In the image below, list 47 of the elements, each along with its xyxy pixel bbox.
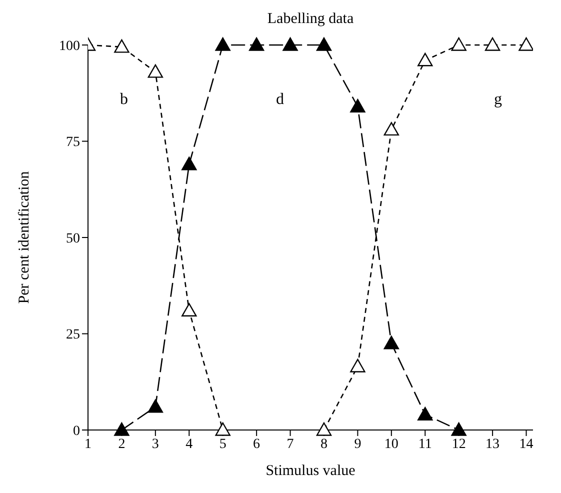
y-tick-label: 0 [73, 424, 80, 439]
y-tick-label: 50 [66, 231, 80, 246]
x-tick-label: 11 [418, 436, 432, 452]
x-tick-label: 2 [118, 436, 126, 452]
point [316, 37, 332, 51]
x-tick-label: 1 [84, 436, 92, 452]
point [451, 37, 466, 51]
point [384, 336, 400, 350]
x-tick-label: 7 [286, 436, 294, 452]
x-tick-label: 3 [152, 436, 159, 452]
point [518, 37, 533, 51]
point [148, 399, 164, 413]
x-tick-label: 12 [452, 436, 466, 452]
point [350, 358, 366, 372]
x-tick-label: 8 [320, 436, 328, 452]
point [316, 422, 332, 436]
y-tick-label: 75 [66, 135, 80, 150]
point [350, 99, 366, 112]
point [418, 52, 433, 66]
point [182, 303, 197, 316]
y-axis-title: Per cent identification [16, 170, 32, 304]
x-tick-label: 6 [253, 436, 260, 452]
chart-title: Labelling data [266, 10, 355, 29]
point [418, 407, 433, 420]
point [182, 156, 197, 170]
x-tick-label: 10 [384, 436, 398, 452]
point [282, 37, 298, 51]
annotation: d [276, 91, 284, 109]
y-tick-label: 100 [59, 38, 80, 54]
x-tick-label: 14 [519, 436, 534, 452]
x-tick-label: 13 [486, 436, 500, 452]
y-tick-label: 25 [66, 328, 80, 343]
point [248, 37, 264, 51]
point [114, 422, 130, 436]
point [451, 422, 466, 436]
annotation: b [120, 91, 128, 109]
point [114, 39, 130, 53]
point [148, 64, 164, 78]
point [215, 37, 230, 51]
x-tick-label: 5 [219, 436, 226, 452]
x-tick-label: 4 [186, 436, 193, 452]
x-axis-title: Stimulus value [266, 463, 356, 479]
point [384, 122, 400, 136]
point [484, 37, 500, 51]
annotation: g [494, 91, 502, 109]
x-tick-label: 9 [354, 436, 362, 452]
point [215, 422, 230, 436]
